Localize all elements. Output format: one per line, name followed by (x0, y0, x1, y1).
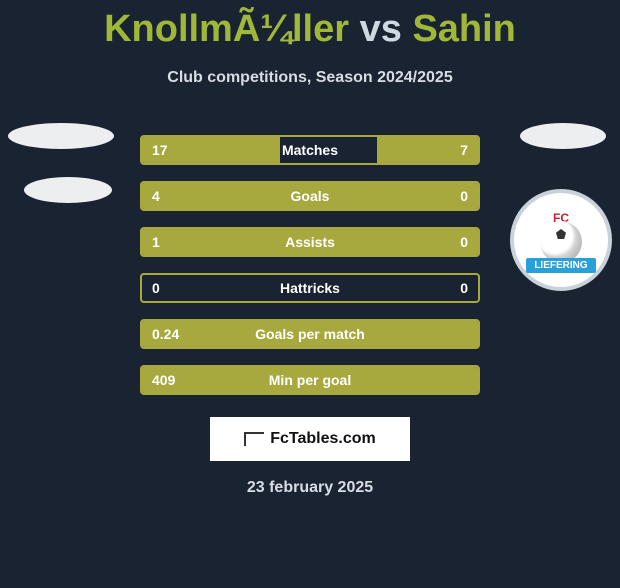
stat-row-matches: 17 7 Matches (140, 135, 480, 165)
stat-row-hattricks: 0 0 Hattricks (140, 273, 480, 303)
player2-oval (520, 123, 606, 149)
stat-label: Matches (282, 142, 338, 158)
page-title: KnollmÃ¼ller vs Sahin (0, 8, 620, 51)
chart-icon (244, 432, 264, 446)
player1-name: KnollmÃ¼ller (104, 8, 349, 50)
stat-bars: 17 7 Matches 4 0 Goals 1 0 Assists 0 0 Hattricks 0.2… (140, 135, 480, 395)
stat-right-value: 7 (460, 142, 468, 158)
stat-right-value: 0 (460, 234, 468, 250)
stat-left-value: 17 (152, 142, 168, 158)
stat-right-value: 0 (460, 188, 468, 204)
stat-row-assists: 1 0 Assists (140, 227, 480, 257)
player1-photo-area (8, 123, 114, 231)
stat-label: Goals per match (255, 326, 365, 342)
brand-text: FcTables.com (270, 430, 376, 448)
player2-area: FC LIEFERING (510, 123, 612, 291)
comparison-content: FC LIEFERING 17 7 Matches 4 0 Goals 1 0 Assists 0… (0, 135, 620, 497)
subtitle: Club competitions, Season 2024/2025 (0, 69, 620, 87)
stat-left-value: 4 (152, 188, 160, 204)
stat-label: Hattricks (280, 280, 340, 296)
stat-label: Min per goal (269, 372, 351, 388)
stat-left-value: 409 (152, 372, 175, 388)
brand-logo: FcTables.com (210, 417, 410, 461)
player1-oval-1 (8, 123, 114, 149)
stat-row-min-per-goal: 409 Min per goal (140, 365, 480, 395)
soccer-ball-icon (540, 221, 582, 263)
stat-right-value: 0 (460, 280, 468, 296)
stat-label: Assists (285, 234, 335, 250)
vs-text: vs (360, 8, 402, 50)
club-logo: FC LIEFERING (510, 189, 612, 291)
stat-left-value: 0 (152, 280, 160, 296)
stat-label: Goals (291, 188, 330, 204)
stat-left-value: 1 (152, 234, 160, 250)
player1-oval-2 (24, 177, 112, 203)
stat-row-goals-per-match: 0.24 Goals per match (140, 319, 480, 349)
stat-left-value: 0.24 (152, 326, 179, 342)
stat-row-goals: 4 0 Goals (140, 181, 480, 211)
player2-name: Sahin (412, 8, 515, 50)
date-text: 23 february 2025 (0, 479, 620, 497)
club-logo-banner: LIEFERING (526, 258, 595, 273)
